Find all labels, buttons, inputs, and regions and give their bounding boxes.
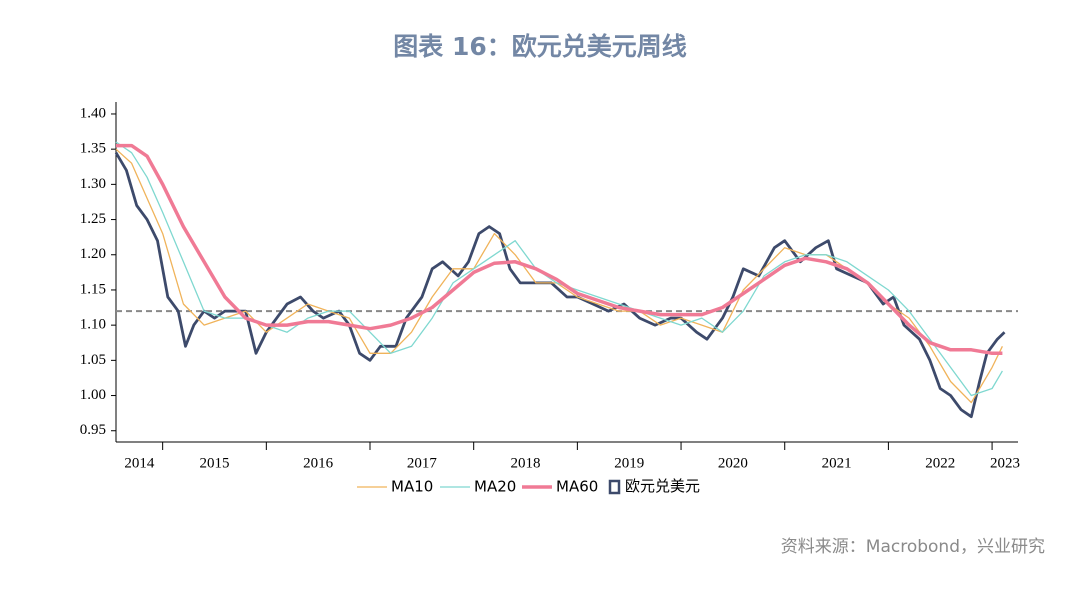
- chart-title: 图表 16：欧元兑美元周线: [393, 32, 687, 61]
- y-tick-label: 1.15: [80, 281, 106, 297]
- y-tick-label: 1.10: [80, 317, 106, 333]
- y-tick-label: 1.20: [80, 246, 106, 262]
- y-tick-label: 1.30: [80, 176, 106, 192]
- legend-label: MA20: [474, 478, 516, 496]
- y-tick-label: 1.05: [80, 352, 106, 368]
- x-tick-label: 2017: [407, 455, 438, 471]
- y-tick-label: 1.40: [80, 105, 106, 121]
- x-tick-label: 2014: [124, 455, 155, 471]
- series-line: [116, 143, 1003, 356]
- source-note: 资料来源：Macrobond，兴业研究: [781, 537, 1045, 557]
- y-tick-label: 1.25: [80, 211, 106, 227]
- series-line: [115, 141, 1003, 397]
- x-tick-label: 2016: [303, 455, 334, 471]
- x-tick-label: 2022: [925, 455, 955, 471]
- legend-label: 欧元兑美元: [625, 477, 700, 495]
- legend-label: MA60: [556, 478, 598, 496]
- x-tick-label: 2023: [990, 455, 1020, 471]
- legend-label: MA10: [391, 478, 433, 496]
- x-tick-label: 2021: [822, 455, 852, 471]
- x-tick-label: 2020: [718, 455, 748, 471]
- x-tick-label: 2019: [614, 455, 644, 471]
- legend-swatch: [608, 479, 621, 495]
- y-tick-label: 1.35: [80, 141, 106, 157]
- y-tick-label: 0.95: [80, 422, 106, 438]
- x-tick-label: 2018: [511, 455, 541, 471]
- series-line: [115, 148, 1003, 404]
- x-tick-label: 2015: [199, 455, 229, 471]
- y-tick-label: 1.00: [80, 387, 106, 403]
